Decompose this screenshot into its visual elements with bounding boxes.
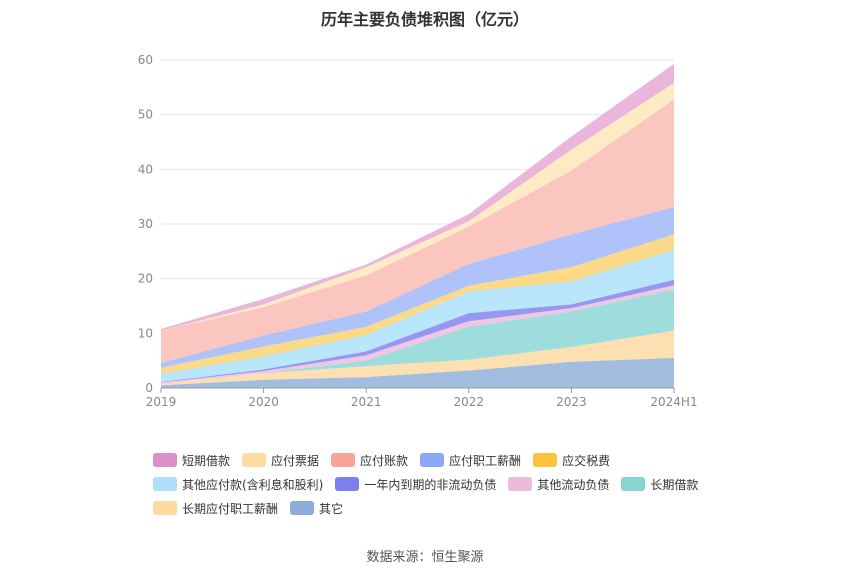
- y-tick-label: 20: [138, 272, 153, 286]
- legend-swatch: [242, 453, 267, 467]
- legend-label: 其它: [319, 501, 344, 516]
- legend-swatch: [153, 477, 177, 491]
- legend-swatch: [153, 453, 177, 467]
- area-series-2: [161, 289, 674, 384]
- area-series-0: [161, 357, 674, 388]
- legend-swatch: [153, 501, 177, 515]
- legend-label: 应付账款: [360, 453, 409, 468]
- legend-swatch: [335, 477, 360, 491]
- legend-swatch: [533, 453, 558, 467]
- y-tick-label: 0: [145, 381, 153, 395]
- legend-label: 应付票据: [271, 453, 320, 468]
- legend-label: 应交税费: [562, 453, 611, 468]
- legend-swatch: [420, 453, 445, 467]
- legend-item[interactable]: 长期应付职工薪酬: [153, 500, 278, 517]
- x-tick-label: 2020: [248, 395, 279, 409]
- legend-label: 其他应付款(含利息和股利): [182, 477, 324, 492]
- legend-item[interactable]: 其他应付款(含利息和股利): [153, 476, 323, 493]
- legend-row: 短期借款 应付票据 应付账款 应付职工薪酬 应交税费: [153, 448, 713, 472]
- legend-row: 其他应付款(含利息和股利) 一年内到期的非流动负债 其他流动负债 长期借款: [153, 472, 713, 496]
- legend-row: 长期应付职工薪酬 其它: [153, 496, 713, 520]
- x-tick-label: 2022: [454, 395, 485, 409]
- x-tick-label: 2019: [146, 395, 177, 409]
- legend-item[interactable]: 应付职工薪酬: [420, 452, 521, 469]
- y-tick-label: 40: [138, 162, 153, 176]
- legend-label: 其他流动负债: [537, 477, 610, 492]
- x-tick-label: 2023: [556, 395, 587, 409]
- y-tick-label: 10: [138, 326, 153, 340]
- legend-label: 长期借款: [650, 477, 699, 492]
- data-source: 数据来源：恒生聚源: [366, 550, 484, 565]
- legend-item[interactable]: 应交税费: [533, 452, 610, 469]
- legend-swatch: [621, 477, 646, 491]
- legend-swatch: [331, 453, 356, 467]
- legend-item[interactable]: 其它: [290, 500, 343, 517]
- legend-item[interactable]: 其他流动负债: [508, 476, 609, 493]
- area-series-1: [161, 330, 674, 386]
- legend: 短期借款 应付票据 应付账款 应付职工薪酬 应交税费其他应付款(含利息和股利) 一年内到期…: [153, 448, 713, 520]
- area-series: [161, 63, 674, 388]
- legend-item[interactable]: 一年内到期的非流动负债: [335, 476, 496, 493]
- legend-label: 一年内到期的非流动负债: [364, 477, 497, 492]
- area-series-6: [161, 234, 674, 374]
- area-series-8: [161, 99, 674, 363]
- y-tick-label: 50: [138, 108, 153, 122]
- legend-swatch: [508, 477, 533, 491]
- legend-label: 应付职工薪酬: [449, 453, 522, 468]
- axes: 0 10 20 30 40 50 60 2019 2020 2021 2022 2023 2024H1: [138, 53, 698, 409]
- legend-item[interactable]: 短期借款: [153, 452, 230, 469]
- y-tick-label: 30: [138, 217, 153, 231]
- y-tick-label: 60: [138, 53, 153, 67]
- legend-item[interactable]: 长期借款: [621, 476, 698, 493]
- chart-title: 历年主要负债堆积图（亿元）: [320, 10, 529, 29]
- legend-label: 短期借款: [182, 453, 231, 468]
- x-tick-label: 2021: [351, 395, 382, 409]
- area-series-5: [161, 249, 674, 382]
- legend-item[interactable]: 应付账款: [331, 452, 408, 469]
- x-tick-label: 2024H1: [650, 395, 697, 409]
- legend-item[interactable]: 应付票据: [242, 452, 319, 469]
- legend-label: 长期应付职工薪酬: [182, 501, 279, 516]
- area-series-7: [161, 207, 674, 368]
- legend-swatch: [290, 501, 315, 515]
